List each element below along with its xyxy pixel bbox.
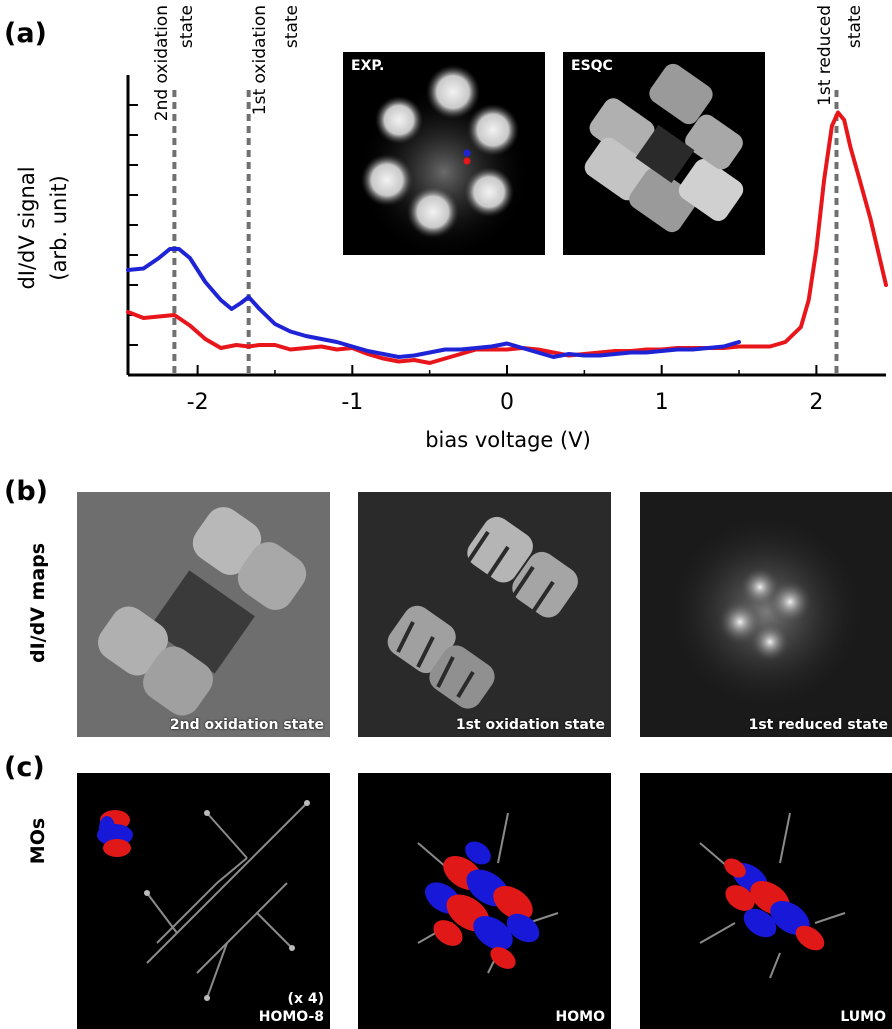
- panel-c-letter: (c): [4, 752, 45, 783]
- inset-esqc-image: ESQC: [563, 52, 765, 255]
- inset-exp-drawing: [356, 65, 532, 255]
- state-label-ox2-line1: 2nd oxidation: [152, 5, 172, 121]
- y-axis-title-line2: (arb. unit): [47, 175, 71, 280]
- didv-map-1st-oxidation-drawing: [387, 516, 578, 709]
- mo-lumo-drawing: [699, 812, 846, 979]
- didv-map-1st-oxidation: 1st oxidation state: [358, 492, 611, 737]
- didv-map-caption-3: 1st reduced state: [748, 717, 888, 733]
- state-label-red1-line2: state: [845, 5, 865, 48]
- series-line-red: [126, 110, 888, 365]
- didv-map-caption-2: 1st oxidation state: [455, 717, 605, 733]
- row-label-didv-maps: dI/dV maps: [27, 542, 49, 663]
- mo-image-lumo: LUMO: [640, 773, 892, 1029]
- inset-esqc-drawing: [584, 63, 744, 233]
- x-tick-label-2: 0: [500, 390, 514, 415]
- didv-map-2nd-oxidation-drawing: [98, 507, 307, 716]
- inset-esqc-label: ESQC: [571, 58, 613, 74]
- y-axis-title-line1: dI/dV signal: [15, 166, 39, 289]
- x-tick-label-0: -2: [187, 390, 209, 415]
- mo-image-homo: HOMO: [358, 773, 611, 1029]
- state-label-ox1-line1: 1st oxidation: [250, 5, 270, 115]
- mo-scale-note: (x 4): [287, 991, 324, 1007]
- state-label-red1-line1: 1st reduced: [815, 5, 835, 106]
- didv-map-2nd-oxidation: 2nd oxidation state: [77, 492, 330, 737]
- panel-b-letter: (b): [4, 476, 49, 507]
- mo-homo-drawing: [417, 812, 559, 974]
- inset-exp-image: EXP.: [343, 52, 545, 255]
- state-label-ox1-line2: state: [282, 5, 302, 48]
- series-line-blue: [126, 247, 741, 359]
- x-axis-title: bias voltage (V): [425, 428, 591, 452]
- didv-map-1st-reduced-drawing: [666, 512, 866, 712]
- inset-exp-label: EXP.: [351, 58, 385, 74]
- dIdV-spectrum-chart: -2 -1 0 1 2 bias voltage (V) dI/dV signal (a…: [15, 5, 888, 452]
- didv-map-1st-reduced: 1st reduced state: [640, 492, 892, 737]
- x-tick-label-3: 1: [655, 390, 669, 415]
- state-label-ox2-line2: state: [177, 5, 197, 48]
- mo-homo-8-drawing: [97, 800, 310, 1001]
- mo-caption-homo: HOMO: [555, 1009, 605, 1025]
- mo-caption-lumo: LUMO: [840, 1009, 886, 1025]
- row-label-mos: MOs: [27, 817, 49, 865]
- x-tick-label-4: 2: [809, 390, 823, 415]
- didv-map-caption-1: 2nd oxidation state: [169, 717, 324, 733]
- panel-a-letter: (a): [4, 18, 47, 49]
- x-tick-label-1: -1: [341, 390, 363, 415]
- mo-image-homo-8: (x 4) HOMO-8: [77, 773, 330, 1029]
- mo-caption-homo-8: HOMO-8: [258, 1009, 324, 1025]
